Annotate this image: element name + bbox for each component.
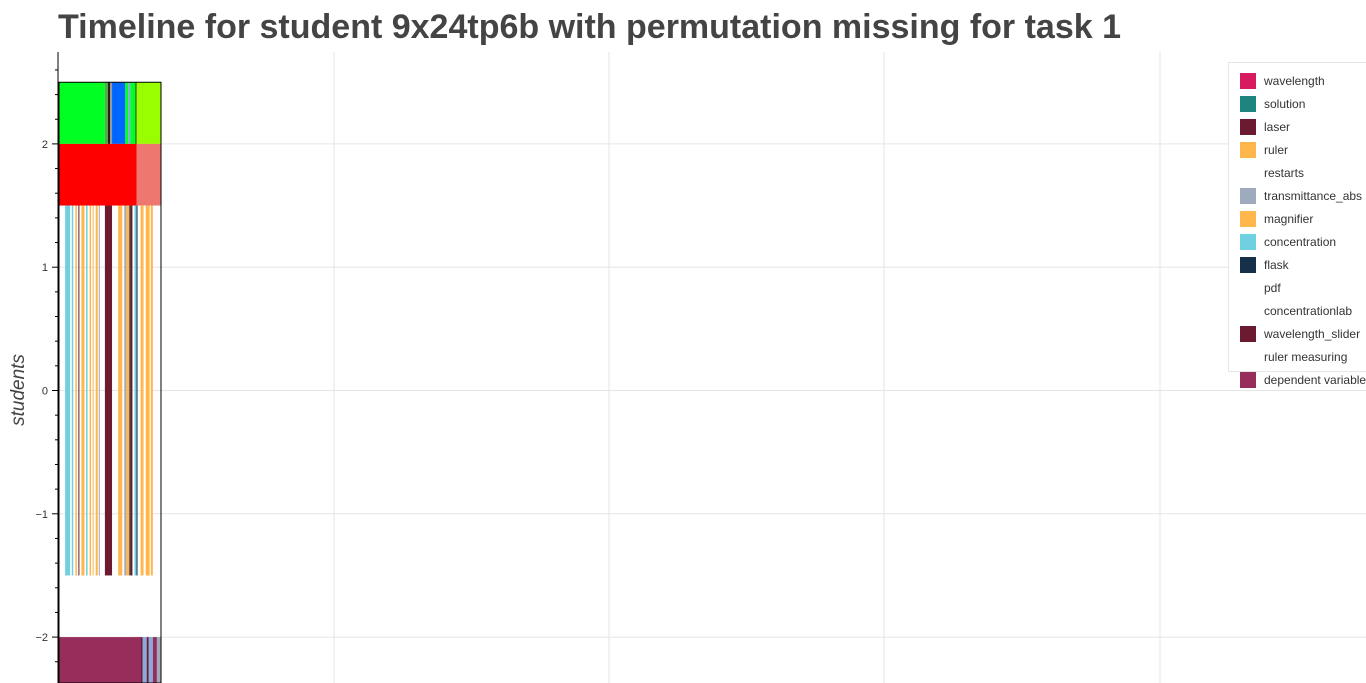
- timeline-segment: [70, 205, 72, 576]
- chart-title: Timeline for student 9x24tp6b with permu…: [58, 8, 1122, 46]
- y-axis-label: students: [8, 354, 29, 426]
- timeline-segment: [104, 205, 113, 576]
- legend-entry[interactable]: pdf: [1240, 279, 1281, 297]
- timeline-segment: [59, 637, 141, 683]
- timeline-segment: [124, 205, 127, 576]
- timeline-segment: [65, 205, 71, 576]
- timeline-bars: [58, 81, 162, 683]
- y-tick-label: 0: [42, 386, 48, 398]
- timeline-segment: [78, 205, 80, 576]
- timeline-segment: [98, 205, 100, 576]
- timeline-segment: [107, 82, 110, 144]
- legend-label: ruler measuring: [1264, 350, 1348, 364]
- timeline-segment: [110, 82, 113, 144]
- legend-entry[interactable]: magnifier: [1240, 210, 1313, 228]
- timeline-segment: [75, 205, 77, 576]
- timeline-segment: [136, 205, 138, 576]
- timeline-segment: [149, 205, 151, 576]
- timeline-segment: [150, 205, 153, 576]
- legend-label: concentrationlab: [1264, 304, 1353, 318]
- legend-entry[interactable]: concentrationlab: [1240, 302, 1352, 320]
- legend-swatch: [1240, 326, 1256, 342]
- legend: wavelength solution laser ruler restarts tran…: [1228, 62, 1366, 388]
- legend-label: flask: [1264, 258, 1289, 272]
- timeline-segment: [71, 205, 74, 576]
- legend-label: concentration: [1264, 235, 1337, 249]
- y-tick-label: 2: [42, 139, 48, 151]
- legend-swatch: [1240, 257, 1256, 273]
- timeline-segment: [142, 637, 147, 683]
- y-tick-label: −2: [35, 632, 48, 644]
- timeline-segment: [152, 637, 157, 683]
- legend-label: pdf: [1264, 281, 1281, 295]
- timeline-segment: [128, 82, 131, 144]
- timeline-segment: [130, 82, 136, 144]
- legend-entry[interactable]: transmittance_abs: [1240, 187, 1362, 205]
- legend-label: dependent variable: [1264, 373, 1366, 387]
- timeline-segment: [59, 143, 137, 206]
- timeline-segment: [156, 637, 161, 683]
- legend-swatch: [1240, 372, 1256, 388]
- timeline-segment: [118, 205, 123, 576]
- legend-entry[interactable]: flask: [1240, 256, 1289, 274]
- legend-swatch: [1240, 119, 1256, 135]
- timeline-segment: [145, 205, 150, 576]
- timeline-segment: [125, 82, 129, 144]
- legend-entry[interactable]: ruler: [1240, 141, 1288, 159]
- timeline-segment: [104, 82, 108, 144]
- legend-swatch: [1240, 188, 1256, 204]
- y-tick-label: 1: [42, 262, 48, 274]
- timeline-segment: [95, 205, 98, 576]
- legend-label: transmittance_abs: [1264, 189, 1363, 203]
- legend-swatch: [1240, 303, 1256, 319]
- legend-entry[interactable]: restarts: [1240, 164, 1304, 182]
- legend-swatch: [1240, 142, 1256, 158]
- grid: [58, 52, 1366, 683]
- timeline-segment: [146, 637, 149, 683]
- timeline-segment: [148, 637, 153, 683]
- timeline-segment: [143, 205, 146, 576]
- timeline-segment: [86, 205, 88, 576]
- timeline-segment: [134, 205, 137, 576]
- timeline-segment: [136, 82, 161, 144]
- timeline-segment: [81, 205, 85, 576]
- legend-swatch: [1240, 234, 1256, 250]
- legend-entry[interactable]: concentration: [1240, 233, 1336, 251]
- y-axis: 2 1 0 −1 −2: [35, 52, 59, 683]
- timeline-segment: [129, 205, 131, 576]
- timeline-segment: [135, 82, 137, 144]
- legend-label: magnifier: [1264, 212, 1314, 226]
- legend-entry[interactable]: wavelength: [1240, 72, 1325, 90]
- legend-label: wavelength: [1264, 74, 1325, 88]
- legend-swatch: [1240, 280, 1256, 296]
- legend-label: wavelength_slider: [1264, 327, 1361, 341]
- legend-label: solution: [1264, 97, 1306, 111]
- legend-entry[interactable]: laser: [1240, 118, 1290, 136]
- y-tick-label: −1: [35, 509, 48, 521]
- timeline-segment: [140, 637, 143, 683]
- legend-swatch: [1240, 73, 1256, 89]
- legend-entry[interactable]: solution: [1240, 95, 1305, 113]
- legend-label: restarts: [1264, 166, 1305, 180]
- legend-entry[interactable]: dependent variable: [1240, 371, 1366, 389]
- timeline-segment: [130, 205, 133, 576]
- timeline-segment: [136, 143, 161, 206]
- timeline-segment: [140, 205, 144, 576]
- timeline-segment: [92, 205, 94, 576]
- timeline-segment: [126, 205, 130, 576]
- legend-entry[interactable]: ruler measuring: [1240, 348, 1347, 366]
- timeline-outline: [58, 81, 162, 683]
- legend-label: ruler: [1264, 143, 1289, 157]
- legend-swatch: [1240, 349, 1256, 365]
- timeline-segment: [89, 205, 92, 576]
- legend-entry[interactable]: wavelength_slider: [1240, 325, 1360, 343]
- legend-swatch: [1240, 165, 1256, 181]
- timeline-segment: [59, 82, 105, 144]
- legend-swatch: [1240, 96, 1256, 112]
- legend-swatch: [1240, 211, 1256, 227]
- legend-label: laser: [1264, 120, 1291, 134]
- timeline-segment: [112, 82, 126, 144]
